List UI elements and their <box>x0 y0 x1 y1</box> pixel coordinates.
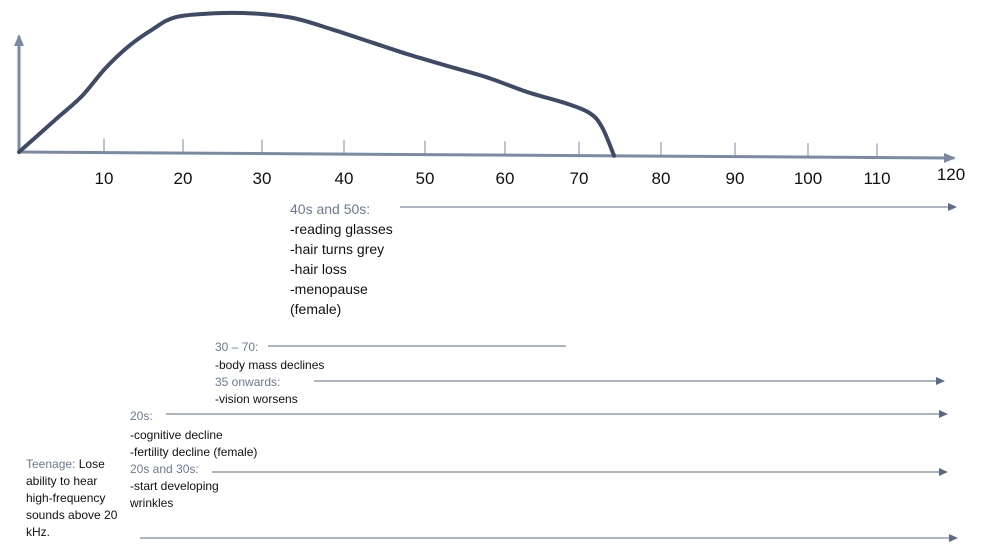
forties-item: (female) <box>290 301 342 317</box>
teenage-note: Teenage: Lose ability to hear high-frequ… <box>26 456 117 541</box>
x-tick-label: 50 <box>416 169 435 188</box>
thirty-seventy-heading: 30 – 70: <box>215 340 259 354</box>
forties-item: -reading glasses <box>290 221 393 237</box>
twenties-thirties-heading: 20s and 30s: <box>130 462 199 476</box>
x-tick-label: 40 <box>335 169 354 188</box>
twenties-thirties-item: -start developing <box>130 479 219 493</box>
x-tick-label: 70 <box>570 169 589 188</box>
twenties-list: -cognitive decline -fertility decline (f… <box>130 427 257 461</box>
thirty-five-item: -vision worsens <box>215 392 298 406</box>
forties-item: -menopause <box>290 281 368 297</box>
thirty-seventy-item: -body mass declines <box>215 358 325 372</box>
twenties-thirties-item: wrinkles <box>130 496 174 510</box>
teenage-item: high-frequency <box>26 491 106 505</box>
twenties-item: -cognitive decline <box>130 428 223 442</box>
x-tick-label: 60 <box>496 169 515 188</box>
thirty-five-heading: 35 onwards: <box>215 375 281 389</box>
teenage-item: kHz. <box>26 525 50 539</box>
twenties-item: -fertility decline (female) <box>130 445 258 459</box>
forties-list: -reading glasses -hair turns grey -hair … <box>290 219 393 319</box>
teenage-heading: Teenage: <box>26 457 76 471</box>
x-tick-label: 90 <box>726 169 745 188</box>
x-axis-ticks <box>103 138 878 158</box>
life-curve <box>17 10 617 158</box>
teenage-item: ability to hear <box>26 474 98 488</box>
teenage-item: sounds above 20 <box>26 508 118 522</box>
x-tick-label: 10 <box>95 169 114 188</box>
x-axis <box>18 150 956 163</box>
forties-item: -hair turns grey <box>290 241 385 257</box>
x-tick-label: 30 <box>253 169 272 188</box>
x-tick-label: 80 <box>652 169 671 188</box>
forties-heading: 40s and 50s: <box>290 201 371 217</box>
x-tick-label: 120 <box>937 165 965 184</box>
teenage-first-text: Lose <box>78 457 105 471</box>
twenties-heading: 20s: <box>130 409 153 423</box>
forties-item: -hair loss <box>290 261 347 277</box>
twenties-thirties-list: -start developing wrinkles <box>130 478 219 512</box>
teenage-first-line: Teenage: Lose <box>26 456 117 473</box>
x-tick-labels: 10 20 30 40 50 60 70 80 90 100 110 120 <box>95 165 966 188</box>
x-tick-label: 100 <box>794 169 822 188</box>
x-tick-label: 20 <box>174 169 193 188</box>
x-tick-label: 110 <box>863 169 890 188</box>
